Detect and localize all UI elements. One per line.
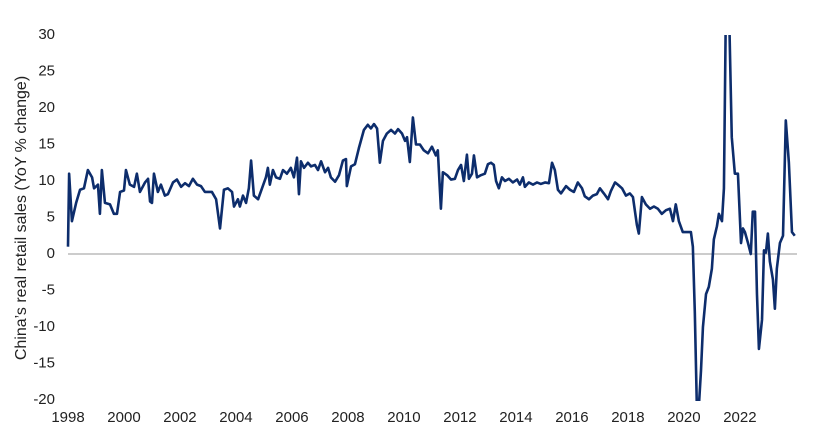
x-tick-label: 2014	[499, 409, 532, 426]
x-tick-label: 2006	[275, 409, 308, 426]
y-tick-label: 25	[38, 62, 55, 79]
x-tick-label: 2002	[163, 409, 196, 426]
y-axis-label: China’s real retail sales (YoY % change)	[13, 76, 30, 360]
x-tick-label: 2016	[555, 409, 588, 426]
y-tick-label: -5	[42, 281, 55, 298]
y-tick-label: -20	[33, 391, 55, 408]
x-tick-label: 2012	[443, 409, 476, 426]
x-tick-label: 1998	[51, 409, 84, 426]
x-tick-label: 2018	[611, 409, 644, 426]
data-line	[66, 35, 796, 401]
y-tick-label: 15	[38, 135, 55, 152]
x-tick-label: 2010	[387, 409, 420, 426]
y-tick-label: 0	[47, 245, 55, 262]
y-tick-label: 30	[38, 26, 55, 43]
y-tick-label: 5	[47, 208, 55, 225]
x-tick-label: 2004	[219, 409, 252, 426]
y-tick-label: -15	[33, 354, 55, 371]
x-tick-label: 2008	[331, 409, 364, 426]
x-tick-label: 2000	[107, 409, 140, 426]
y-tick-label: -10	[33, 318, 55, 335]
y-tick-label: 20	[38, 99, 55, 116]
y-tick-label: 10	[38, 172, 55, 189]
x-tick-label: 2022	[723, 409, 756, 426]
x-tick-label: 2020	[667, 409, 700, 426]
